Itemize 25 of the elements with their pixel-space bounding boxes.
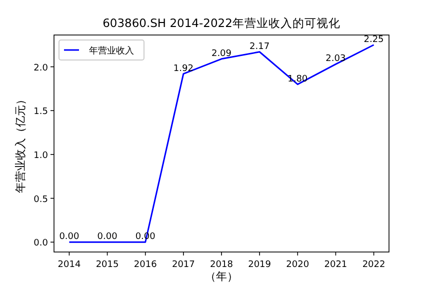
data-label: 1.92 bbox=[173, 64, 194, 74]
data-label: 0.00 bbox=[59, 232, 80, 242]
data-label: 2.25 bbox=[364, 34, 384, 45]
x-tick-label: 2017 bbox=[172, 260, 195, 270]
y-tick-label: 1.5 bbox=[34, 107, 48, 118]
x-tick-label: 2016 bbox=[134, 260, 158, 270]
data-label: 2.17 bbox=[250, 42, 270, 52]
y-tick-label: 0.5 bbox=[34, 194, 48, 205]
x-tick-label: 2014 bbox=[58, 260, 81, 270]
x-axis-title: （年） bbox=[205, 270, 238, 283]
y-tick-label: 1.0 bbox=[34, 150, 48, 161]
x-tick-label: 2020 bbox=[286, 260, 310, 270]
x-tick-label: 2018 bbox=[210, 260, 234, 270]
chart-title: 603860.SH 2014-2022年营业收入的可视化 bbox=[102, 16, 340, 30]
y-tick-label: 0.0 bbox=[34, 238, 48, 249]
data-label: 2.03 bbox=[326, 54, 346, 64]
x-tick-label: 2019 bbox=[248, 260, 272, 270]
x-tick-label: 2022 bbox=[362, 260, 386, 270]
x-tick-label: 2015 bbox=[96, 260, 119, 270]
y-axis-title: 年营业收入（亿元） bbox=[14, 94, 27, 193]
data-label: 2.09 bbox=[211, 48, 232, 59]
x-tick-label: 2021 bbox=[324, 260, 348, 270]
legend-label: 年营业收入 bbox=[89, 46, 134, 56]
data-label: 0.00 bbox=[97, 232, 118, 242]
y-tick-label: 2.0 bbox=[34, 63, 48, 74]
